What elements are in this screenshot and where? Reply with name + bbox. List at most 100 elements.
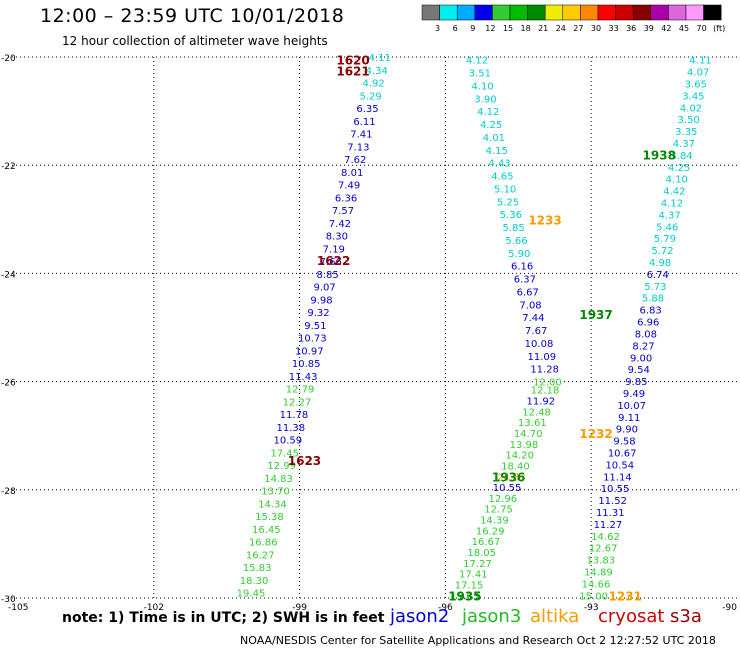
swh-value: 4.34 bbox=[366, 66, 388, 77]
swh-value: 7.41 bbox=[350, 130, 372, 141]
colorbar-label: 36 bbox=[626, 24, 636, 33]
colorbar-label: 30 bbox=[591, 24, 601, 33]
swh-value: 11.52 bbox=[598, 496, 627, 507]
swh-value: 6.35 bbox=[356, 104, 378, 115]
colorbar-swatch bbox=[703, 4, 722, 21]
colorbar-swatch bbox=[509, 4, 528, 21]
swh-value: 4.02 bbox=[680, 103, 702, 114]
swh-value: 12.27 bbox=[283, 397, 312, 408]
swh-value: 14.62 bbox=[591, 532, 620, 543]
swh-value: 17.41 bbox=[459, 570, 488, 581]
swh-value: 5.72 bbox=[651, 246, 673, 257]
swh-value: 7.42 bbox=[329, 219, 351, 230]
swh-value: 15.83 bbox=[243, 563, 272, 574]
swh-value: 4.12 bbox=[466, 56, 488, 67]
swh-value: 4.92 bbox=[363, 79, 385, 90]
swh-value: 9.49 bbox=[623, 389, 645, 400]
grid-layer bbox=[8, 56, 737, 599]
swh-value: 11.09 bbox=[528, 352, 557, 363]
axis-layer: -20 -22 -24 -26 -28 -30-105 -102 -99 -96 -93 -90 bbox=[1, 54, 737, 613]
pass-time-label: 1620 bbox=[336, 54, 369, 68]
swh-value: 3.84 bbox=[670, 151, 692, 162]
pass-time-label: 1621 bbox=[336, 65, 369, 79]
swh-value: 9.11 bbox=[618, 413, 640, 424]
swh-value: 16.29 bbox=[476, 526, 505, 537]
swh-value: 8.01 bbox=[341, 168, 363, 179]
colorbar-label: 24 bbox=[556, 24, 566, 33]
swh-value: 13.61 bbox=[518, 418, 547, 429]
swh-value: 4.15 bbox=[486, 146, 508, 157]
swh-value: 7.08 bbox=[519, 300, 541, 311]
swh-value: 12.96 bbox=[489, 494, 518, 505]
colorbar-label: 42 bbox=[661, 24, 671, 33]
swh-value: 8.08 bbox=[635, 329, 657, 340]
swh-value: 17.15 bbox=[455, 580, 484, 591]
swh-value: 12.75 bbox=[484, 505, 513, 516]
swh-value: 14.20 bbox=[505, 451, 534, 462]
swh-value: 11.31 bbox=[596, 508, 625, 519]
pass-time-label: 1935 bbox=[448, 589, 481, 603]
footer-credit: NOAA/NESDIS Center for Satellite Applica… bbox=[240, 634, 716, 647]
swh-value: 4.37 bbox=[659, 210, 681, 221]
swh-value: 12.79 bbox=[286, 385, 315, 396]
swh-value: 3.45 bbox=[682, 91, 704, 102]
swh-value: 14.89 bbox=[584, 567, 613, 578]
colorbar-label: 39 bbox=[644, 24, 654, 33]
swh-value: 6.83 bbox=[640, 306, 662, 317]
colorbar-swatch bbox=[492, 4, 511, 21]
swh-value: 11.28 bbox=[530, 365, 559, 376]
x-tick-label: -102 bbox=[144, 603, 164, 613]
swh-value: 11.14 bbox=[603, 472, 632, 483]
swh-value: 9.58 bbox=[613, 437, 635, 448]
page-subtitle: 12 hour collection of altimeter wave hei… bbox=[62, 34, 328, 48]
y-tick-label: -26 bbox=[1, 379, 16, 389]
legend-jason2: jason2 bbox=[390, 606, 450, 627]
swh-value: 4.65 bbox=[491, 172, 513, 183]
swh-value: 5.29 bbox=[359, 91, 381, 102]
swh-value: 4.25 bbox=[668, 163, 690, 174]
pass-time-label: 1233 bbox=[528, 213, 561, 227]
swh-value: 4.01 bbox=[483, 133, 505, 144]
legend-cryosat: cryosat bbox=[598, 606, 665, 627]
colorbar-label: 18 bbox=[521, 24, 531, 33]
swh-value: 6.96 bbox=[637, 318, 659, 329]
colorbar-swatch bbox=[421, 4, 440, 21]
x-tick-label: -90 bbox=[722, 603, 737, 613]
y-tick-label: -28 bbox=[1, 487, 16, 497]
colorbar-label: 45 bbox=[679, 24, 689, 33]
pass-time-label: 1938 bbox=[643, 148, 676, 162]
swh-value: 4.25 bbox=[480, 120, 502, 131]
colorbar-swatch bbox=[615, 4, 634, 21]
swh-value: 4.43 bbox=[488, 159, 510, 170]
swh-value: 14.83 bbox=[264, 474, 293, 485]
swh-value: 17.27 bbox=[463, 559, 492, 570]
swh-value: 5.66 bbox=[505, 236, 527, 247]
swh-value: 4.12 bbox=[661, 199, 683, 210]
swh-value: 9.00 bbox=[630, 353, 652, 364]
colorbar-label: 21 bbox=[538, 24, 548, 33]
swh-value: 24.83 bbox=[497, 472, 526, 483]
swh-value: 4.12 bbox=[477, 107, 499, 118]
swh-value: 16.67 bbox=[472, 537, 501, 548]
swh-value: 10.97 bbox=[295, 346, 324, 357]
swh-value: 5.90 bbox=[508, 249, 530, 260]
legend-altika: altika bbox=[530, 606, 580, 627]
swh-value: 7.66 bbox=[320, 257, 342, 268]
swh-value: 5.79 bbox=[654, 234, 676, 245]
swh-value: 5.36 bbox=[500, 210, 522, 221]
colorbar-swatch bbox=[632, 4, 652, 21]
colorbar-label: 15 bbox=[503, 24, 513, 33]
swh-value: 7.49 bbox=[338, 181, 360, 192]
swh-value: 11.43 bbox=[289, 372, 318, 383]
swh-value: 9.51 bbox=[304, 321, 326, 332]
swh-value: 10.85 bbox=[292, 359, 321, 370]
x-tick-label: -99 bbox=[292, 603, 307, 613]
swh-value: 7.57 bbox=[332, 206, 354, 217]
colorbar-swatch bbox=[650, 4, 669, 21]
pass-time-label: 1622 bbox=[317, 254, 350, 268]
swh-value: 10.59 bbox=[273, 436, 302, 447]
swh-value: 14.39 bbox=[480, 516, 509, 527]
swh-value: 18.30 bbox=[240, 576, 269, 587]
swh-value: 10.07 bbox=[617, 401, 646, 412]
swh-value: 4.07 bbox=[687, 68, 709, 79]
